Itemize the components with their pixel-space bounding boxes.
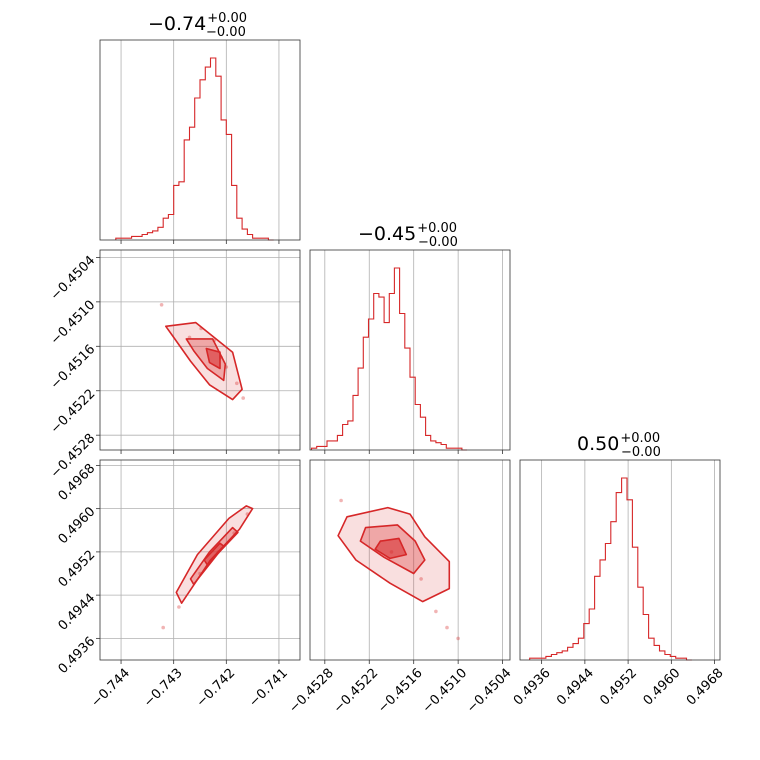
hist-step-line-2 [529,477,692,661]
joint-1-2-frame [309,459,511,661]
hist-title-plus-2: +0.00 [620,431,660,446]
x-tick-label-2-1: 0.4944 [554,666,597,709]
hist-title-plus-0: +0.00 [207,11,247,26]
panel-joint-0-1 [96,249,301,454]
x-tick-label-0-3: −0.741 [246,666,291,711]
x-tick-label-1-1: −0.4522 [331,666,381,716]
joint-0-2-contour-2 [203,542,225,566]
x-tick-label-0-1: −0.743 [141,666,186,711]
x-tick-label-2-0: 0.4936 [511,666,554,709]
joint-0-2-frame [99,459,301,661]
joint-0-1-contour-1 [185,338,227,382]
panel-joint-0-2 [96,459,301,664]
joint-0-1-sample-point-7 [235,381,239,386]
y-tick-label-1-4: −0.4504 [48,253,98,303]
hist-title-minus-1: −0.00 [418,235,458,250]
y-tick-label-2-0: 0.4936 [56,634,99,677]
joint-0-2-sample-point-0 [161,625,165,630]
panel-joint-1-2 [309,459,511,664]
hist-title-2: 0.50+0.00 −0.00 [577,431,661,460]
joint-0-1-sample-point-4 [241,396,245,400]
joint-1-2-sample-point-1 [434,609,438,614]
hist-step-line-0 [115,57,274,241]
hist-title-minus-0: −0.00 [206,25,246,40]
x-tick-label-2-2: 0.4952 [597,666,640,709]
joint-1-2-sample-point-5 [419,577,423,581]
y-tick-label-1-1: −0.4522 [48,386,98,436]
hist-step-line-1 [310,267,467,451]
hist-title-plus-1: +0.00 [417,221,457,236]
y-tick-label-2-1: 0.4944 [56,591,99,634]
y-tick-label-2-2: 0.4952 [56,548,99,591]
joint-1-2-sample-point-2 [445,625,449,630]
x-tick-label-0-0: −0.744 [88,666,133,711]
hist-2-background [520,460,720,660]
joint-0-1-sample-point-0 [159,303,164,307]
hist-frame-2 [519,459,721,661]
panel-hist-0: −0.74+0.00 −0.00 [99,11,301,244]
x-tick-label-1-3: −0.4510 [420,666,470,716]
joint-0-2-sample-point-1 [177,605,181,609]
x-tick-label-1-0: −0.4528 [286,666,336,716]
x-tick-label-2-3: 0.4960 [641,666,684,709]
joint-0-1-contour-2 [205,347,221,370]
x-tick-label-1-2: −0.4516 [375,666,425,716]
x-tick-label-2-4: 0.4968 [684,666,727,709]
joint-1-2-sample-point-0 [339,498,343,503]
hist-frame-1 [309,249,511,451]
hist-title-value-0: −0.74 [148,13,206,35]
panel-hist-2: 0.50+0.00 −0.00 [519,431,721,664]
hist-title-1: −0.45+0.00 −0.00 [358,221,458,250]
y-tick-label-2-3: 0.4960 [56,504,99,547]
x-tick-label-0-2: −0.742 [194,666,239,711]
panel-hist-1: −0.45+0.00 −0.00 [309,221,511,454]
joint-0-1-frame [99,249,301,451]
hist-title-minus-2: −0.00 [621,445,661,460]
joint-1-2-background [310,460,510,660]
x-tick-label-1-4: −0.4504 [464,666,514,716]
hist-title-0: −0.74+0.00 −0.00 [148,11,247,40]
hist-title-value-1: −0.45 [358,223,416,245]
hist-frame-0 [99,39,301,241]
joint-0-1-background [100,250,300,450]
joint-1-2-sample-point-3 [456,636,460,641]
hist-0-background [100,40,300,240]
hist-title-value-2: 0.50 [577,433,619,455]
joint-1-2-contour-2 [374,537,408,560]
y-tick-label-1-3: −0.4510 [48,298,98,348]
joint-0-2-background [100,460,300,660]
y-tick-label-1-2: −0.4516 [48,342,98,392]
